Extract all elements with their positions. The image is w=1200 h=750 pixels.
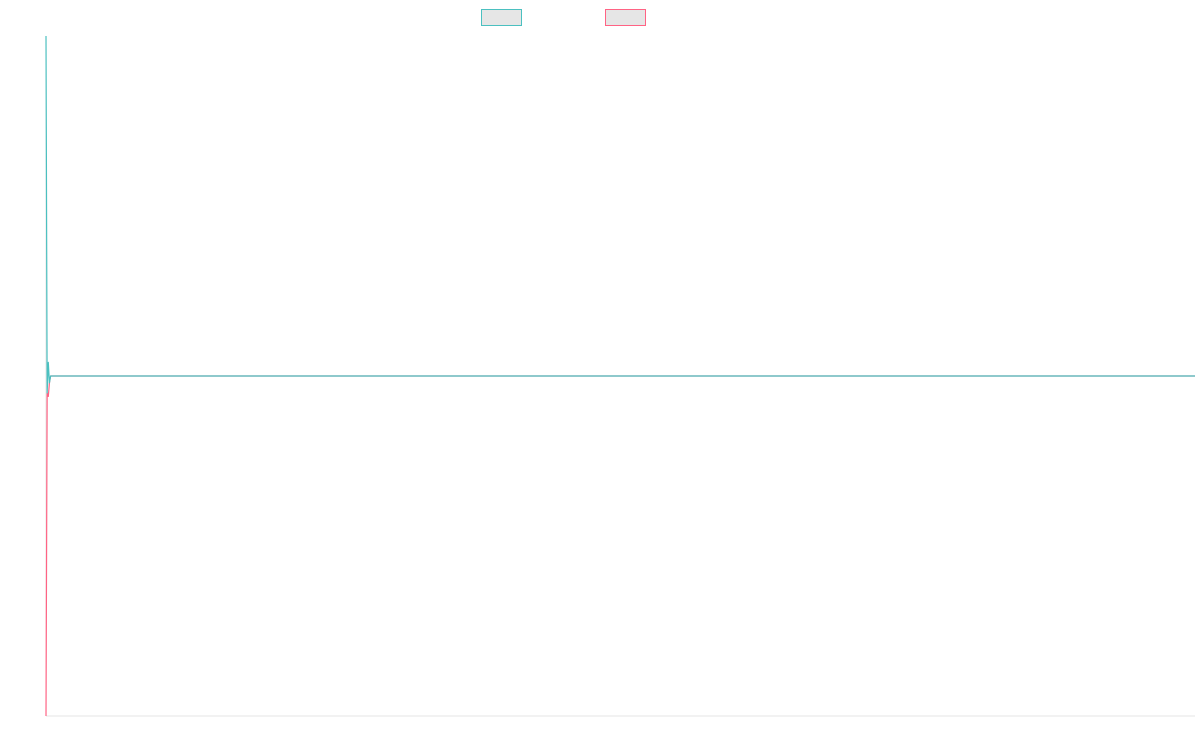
series-line-2 [45, 375, 1195, 717]
legend-swatch-series-1[interactable] [481, 9, 522, 26]
legend-swatch-series-2[interactable] [605, 9, 646, 26]
series-line-1 [45, 35, 1195, 394]
